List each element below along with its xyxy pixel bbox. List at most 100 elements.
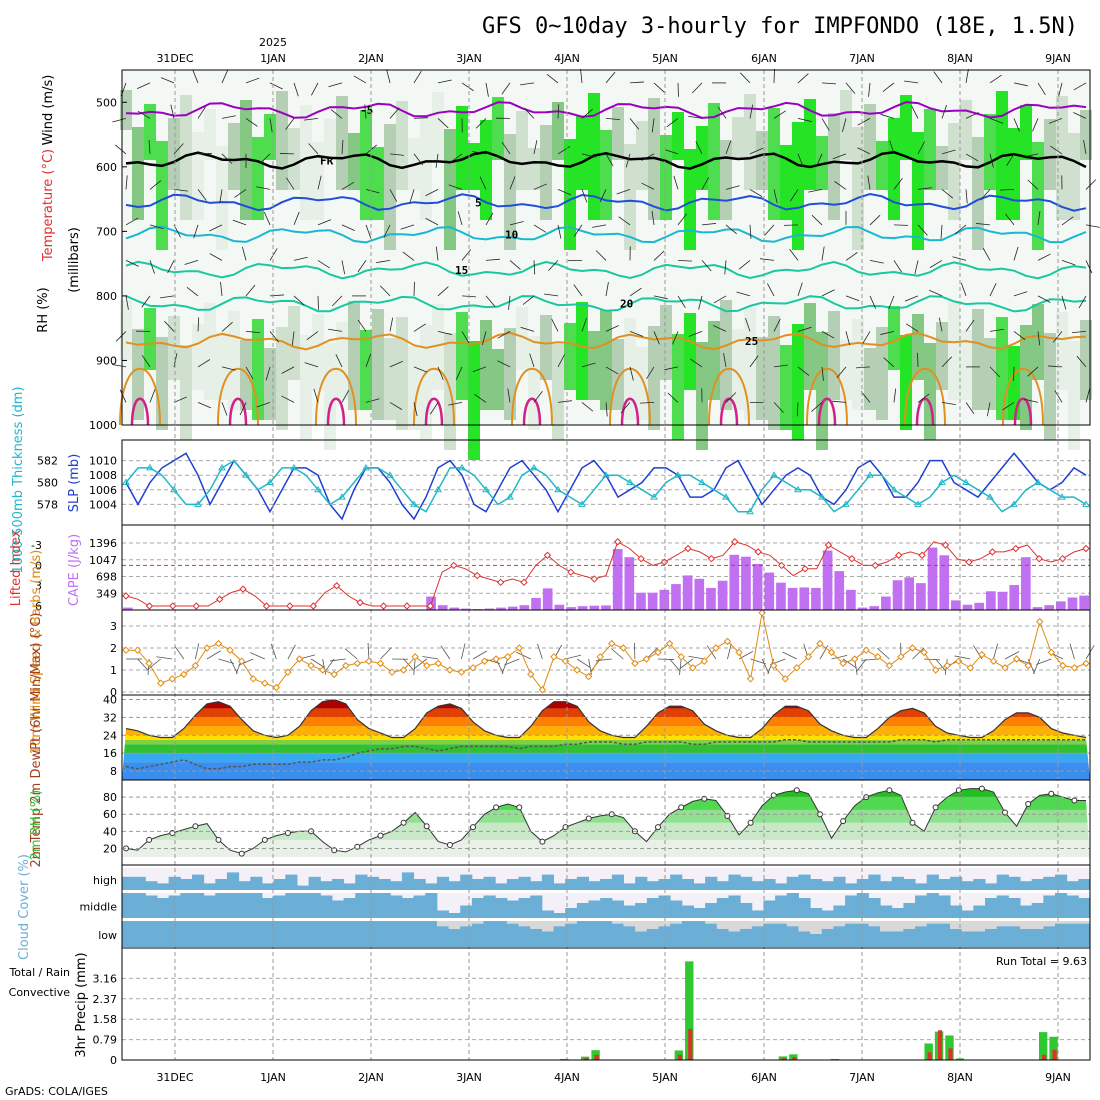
cloud-bar [611, 874, 624, 890]
cape-bar [1009, 585, 1020, 610]
cloud-bar [366, 893, 380, 918]
wind-barb [625, 153, 631, 168]
cloud-gap [1043, 921, 1056, 927]
wind-barb [880, 113, 895, 119]
cloud-cover-panel [122, 868, 1091, 947]
isotherm-line [125, 295, 1087, 313]
thickness-marker [914, 500, 922, 507]
rh-shade-cell [1020, 105, 1032, 160]
li-marker [567, 568, 575, 576]
cloud-bar [471, 898, 485, 918]
hot-contour [228, 397, 248, 426]
wind-speed-marker [330, 670, 338, 679]
temp-band [122, 753, 1090, 763]
rh-shade-cell [396, 101, 408, 190]
cloud-bar [530, 895, 543, 918]
cloud-bar [483, 921, 496, 947]
wind-barb [629, 331, 644, 337]
thickness-marker [1034, 478, 1042, 485]
li-line [125, 541, 1087, 607]
cloud-bar [705, 923, 718, 947]
wind-barb [1013, 82, 1028, 87]
rh-shade-cell [972, 309, 984, 410]
thickness-tick-label: 578 [37, 498, 58, 511]
wind-barb [1061, 295, 1067, 310]
cape-bar [636, 592, 646, 610]
thickness-marker [938, 478, 946, 485]
cape-bar [799, 587, 810, 610]
wind-barb [125, 295, 129, 310]
cloud-bar [180, 921, 193, 947]
rh-shade-cell [624, 144, 636, 250]
cloud-bar [483, 895, 496, 918]
wind-barb [557, 104, 560, 119]
rh-shade-cell [492, 349, 504, 410]
cloud-gap [716, 921, 729, 929]
cape-bar [787, 587, 798, 610]
wind-speed-marker [1036, 617, 1044, 626]
precip-convective-bar [1042, 1054, 1047, 1060]
rh-shade-cell [1056, 312, 1068, 390]
warm-contour [708, 367, 750, 426]
temp-tick-label: 8 [110, 765, 117, 778]
wind-barb [605, 325, 619, 332]
date-label-top: 9JAN [1045, 52, 1071, 65]
cloud-bar [285, 874, 298, 890]
date-label-top: 4JAN [554, 52, 580, 65]
cape-bar [624, 557, 635, 610]
wind-barb [341, 260, 346, 275]
cloud-bar [308, 893, 321, 918]
wind-barb [533, 390, 543, 403]
cloud-bar [296, 921, 310, 947]
wind-barb [796, 402, 799, 417]
wind-barb [888, 295, 895, 310]
thickness-marker [1082, 500, 1090, 507]
precip-tick-label: 0 [110, 1054, 117, 1067]
wind-barb [773, 153, 788, 160]
cloud-bar [506, 900, 520, 918]
li-marker [824, 541, 833, 549]
precip-axis-title: 3hr Precip (mm) [74, 952, 89, 1057]
wind-barb [328, 328, 343, 332]
wind10m-barb [413, 658, 427, 670]
cloud-bar [973, 879, 986, 890]
rh-shade-cell [384, 338, 396, 420]
rh-shade-cell [612, 107, 624, 160]
wind-barb [629, 118, 640, 130]
wind-barb [605, 402, 608, 417]
wind-barb [1078, 295, 1087, 309]
wind-barb [736, 291, 751, 297]
cloud-bar [705, 876, 718, 890]
wind-barb [688, 331, 703, 337]
cape-bar [519, 605, 530, 610]
cloud-gap [973, 921, 986, 932]
wind-barb [695, 141, 703, 155]
rh-shade-cell [948, 123, 960, 220]
rh-marker [955, 787, 962, 794]
cloud-gap [903, 921, 916, 929]
li-marker [918, 551, 926, 559]
rh-shade-cell [672, 112, 684, 160]
wind-barb [400, 224, 415, 230]
thickness-marker [626, 478, 634, 485]
cloud-bar [856, 893, 869, 918]
wind-barb [672, 331, 679, 345]
wind-barb [472, 366, 487, 373]
cloud-bar [425, 883, 438, 890]
rh-marker [192, 823, 199, 830]
rh-marker [747, 819, 754, 826]
wind10m-barb [1033, 658, 1041, 674]
cloud-bar [471, 879, 485, 890]
precip-convective-bar [677, 1054, 682, 1060]
rh-shade-cell [1044, 333, 1056, 440]
wind-barb [673, 175, 679, 190]
cloud-bar [880, 905, 893, 918]
date-label-top: 5JAN [652, 52, 678, 65]
li-marker [309, 602, 318, 610]
rh-shade-cell [864, 348, 876, 410]
cloud-bar [191, 921, 205, 947]
panel-frame-prec [121, 947, 1091, 1061]
wind-barb [952, 256, 967, 261]
cloud-bar [320, 921, 333, 947]
cloud-bar [390, 881, 403, 890]
